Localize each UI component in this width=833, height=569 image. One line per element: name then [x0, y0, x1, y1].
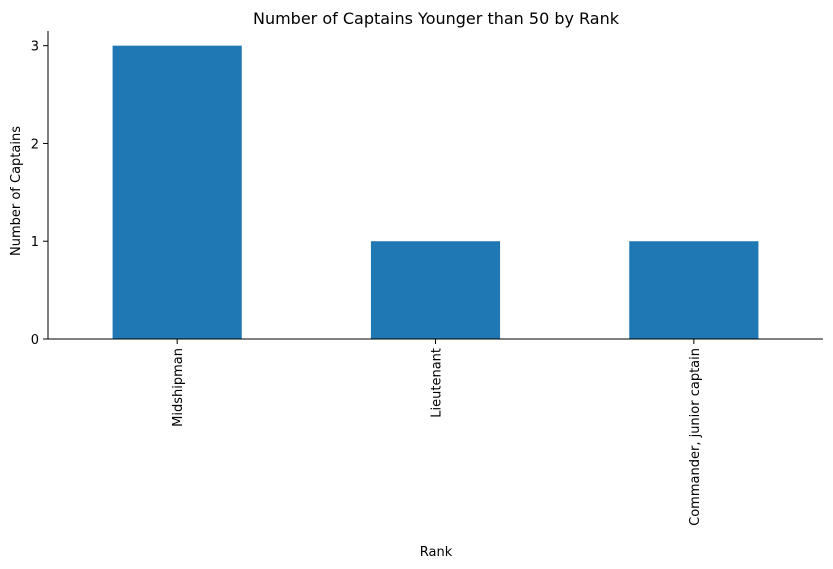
- y-tick-label-2: 2: [31, 137, 39, 152]
- chart-title: Number of Captains Younger than 50 by Ra…: [253, 9, 620, 28]
- bar-1: [112, 45, 242, 340]
- x-tick-label-2: Lieutenant: [430, 348, 445, 418]
- bars-group: [112, 45, 759, 340]
- x-ticks-group: Midshipman Lieutenant Commander, junior ca…: [171, 339, 703, 526]
- y-axis-label: Number of Captains: [9, 126, 24, 256]
- y-ticks-group: 0 1 2 3: [31, 40, 48, 348]
- y-tick-label-1: 1: [31, 235, 39, 250]
- bar-2: [370, 241, 501, 339]
- y-tick-label-3: 3: [31, 40, 39, 55]
- x-tick-label-3: Commander, junior captain: [688, 348, 703, 526]
- y-tick-label-0: 0: [31, 333, 39, 348]
- x-axis-label: Rank: [420, 545, 453, 560]
- x-tick-label-1: Midshipman: [171, 348, 186, 427]
- bar-3: [629, 241, 759, 339]
